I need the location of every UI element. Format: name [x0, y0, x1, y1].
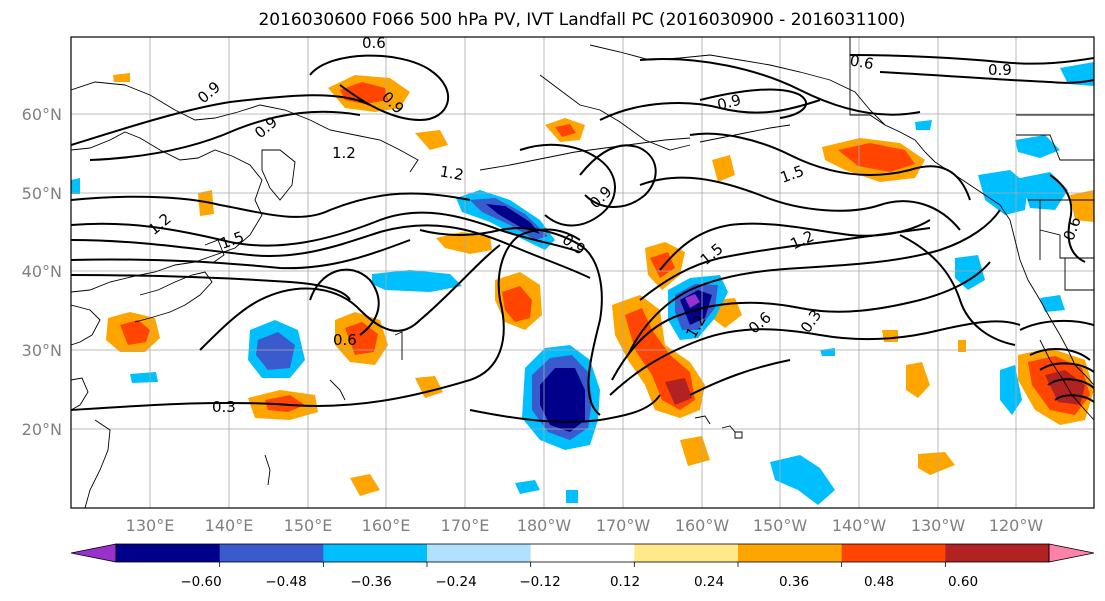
contour-label: 0.6 — [848, 51, 875, 73]
colorbar-label: 0.36 — [779, 574, 809, 590]
colorbar-label: −0.60 — [180, 574, 221, 590]
colorbar-cell — [841, 544, 946, 562]
lon-label: 150°E — [284, 516, 333, 535]
lon-label: 170°W — [596, 516, 651, 535]
contour-label: 0.6 — [333, 331, 357, 349]
colorbar-cell — [945, 544, 1050, 562]
coastlines — [71, 37, 1094, 508]
lon-label: 130°E — [126, 516, 175, 535]
lat-label: 20°N — [22, 420, 62, 439]
lon-label: 140°E — [205, 516, 254, 535]
colorbar-label: −0.36 — [350, 574, 391, 590]
map-area: 0.6 0.9 0.9 1.2 1.2 1.2 1.5 1.5 0.9 0.9 … — [71, 34, 1094, 508]
colorbar-label: 0.60 — [948, 574, 978, 590]
map-title: 2016030600 F066 500 hPa PV, IVT Landfall… — [258, 10, 905, 30]
colorbar-cell — [634, 544, 739, 562]
lon-label: 120°W — [989, 516, 1044, 535]
colorbar-extend-low — [70, 543, 117, 563]
colorbar-ticks — [219, 562, 946, 567]
colorbar-cell — [738, 544, 843, 562]
colorbar-cell — [427, 544, 532, 562]
contour-label: 0.9 — [715, 91, 743, 115]
colorbar-label: 0.12 — [610, 574, 640, 590]
lat-label: 40°N — [22, 262, 62, 281]
lat-label: 50°N — [22, 184, 62, 203]
colorbar-label: −0.12 — [519, 574, 560, 590]
contour-label: 1.2 — [332, 144, 356, 162]
map-border — [70, 36, 1095, 509]
contour-label: 0.6 — [362, 34, 386, 52]
colorbar-cell — [116, 544, 221, 562]
longitude-labels: 130°E 140°E 150°E 160°E 170°E 180°W 170°… — [126, 516, 1044, 535]
colorbar-cell — [219, 544, 324, 562]
graticule — [71, 37, 1094, 508]
colorbar-label: −0.48 — [265, 574, 306, 590]
lon-label: 160°W — [675, 516, 730, 535]
contour-label: 0.3 — [212, 398, 236, 416]
colorbar-labels: −0.60 −0.48 −0.36 −0.24 −0.12 0.12 0.24 … — [180, 574, 978, 590]
lat-label: 60°N — [22, 105, 62, 124]
lon-label: 160°E — [362, 516, 411, 535]
colorbar: −0.60 −0.48 −0.36 −0.24 −0.12 0.12 0.24 … — [70, 543, 1095, 590]
contour-label: 0.9 — [988, 61, 1012, 79]
colorbar-extend-high — [1048, 543, 1095, 563]
latitude-labels: 60°N 50°N 40°N 30°N 20°N — [22, 105, 62, 439]
lat-label: 30°N — [22, 341, 62, 360]
lon-label: 180°W — [517, 516, 572, 535]
contour-label: 1.2 — [438, 162, 465, 184]
lon-label: 130°W — [911, 516, 966, 535]
lon-label: 150°W — [753, 516, 808, 535]
colorbar-label: −0.24 — [435, 574, 476, 590]
lon-label: 140°W — [832, 516, 887, 535]
pv-contours — [71, 54, 1094, 423]
lon-label: 170°E — [441, 516, 490, 535]
colorbar-outline — [115, 543, 1050, 563]
colorbar-label: 0.24 — [694, 574, 724, 590]
colorbar-cells — [70, 543, 1095, 563]
colorbar-cell — [530, 544, 635, 562]
colorbar-cell — [323, 544, 428, 562]
colorbar-label: 0.48 — [864, 574, 894, 590]
